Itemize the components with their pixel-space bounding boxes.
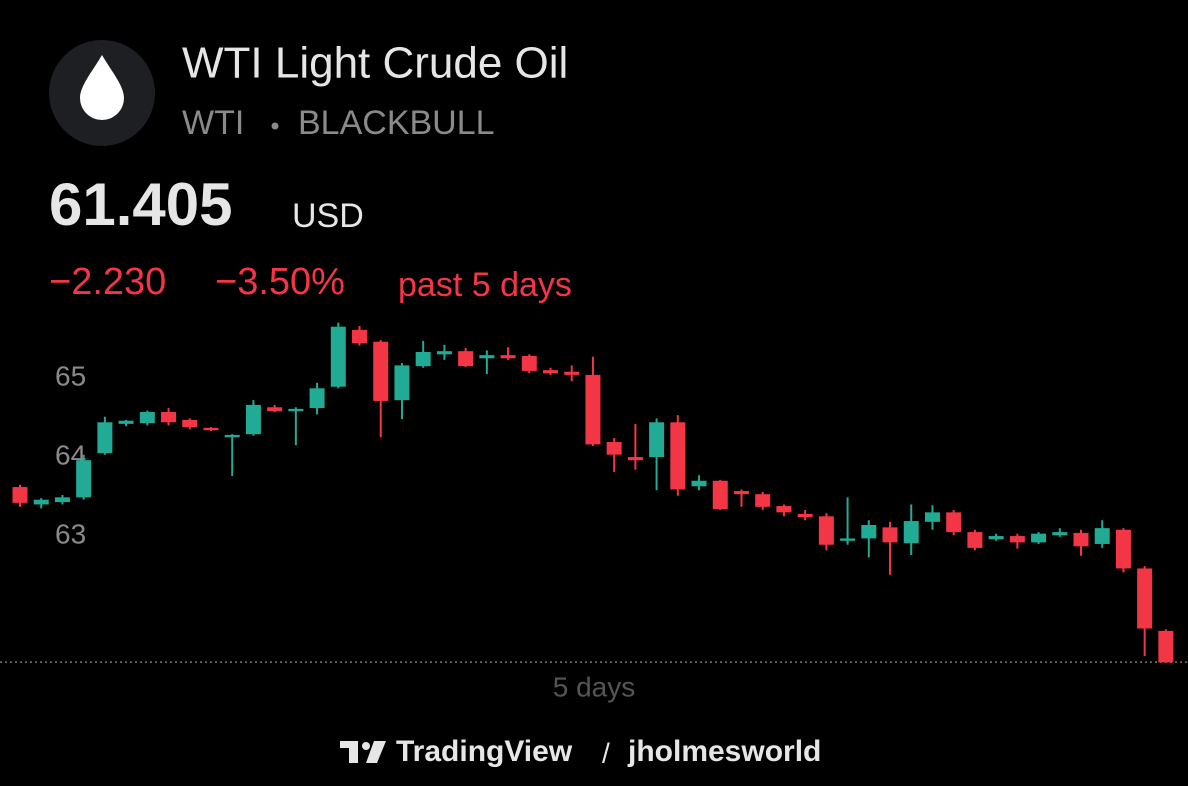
candle-body bbox=[733, 491, 749, 495]
candle-body bbox=[330, 326, 346, 387]
candle-body bbox=[861, 524, 877, 539]
candle-body bbox=[606, 442, 622, 455]
separator: / bbox=[602, 737, 610, 768]
candle-body bbox=[564, 371, 580, 375]
candle-body bbox=[479, 355, 495, 359]
brand: TradingView bbox=[396, 735, 573, 768]
title: WTI Light Crude Oil bbox=[182, 39, 568, 88]
candle-body bbox=[903, 521, 919, 544]
period-text: past 5 days bbox=[398, 266, 572, 304]
candle-body bbox=[521, 355, 537, 371]
candle-body bbox=[882, 527, 898, 543]
drop-icon bbox=[80, 55, 124, 120]
currency: USD bbox=[292, 197, 364, 235]
candle-body bbox=[755, 494, 771, 507]
change-percent: −3.50% bbox=[215, 261, 345, 303]
candle-body bbox=[691, 480, 707, 487]
candle-body bbox=[33, 499, 49, 505]
candle-body bbox=[585, 374, 601, 445]
candle-body bbox=[415, 351, 431, 367]
y-tick-label: 63 bbox=[55, 518, 86, 549]
candle-body bbox=[1115, 529, 1131, 569]
candle-body bbox=[924, 512, 940, 522]
x-label: 5 days bbox=[553, 671, 636, 702]
candle-body bbox=[352, 329, 368, 344]
candle-body bbox=[118, 420, 134, 424]
candle-body bbox=[627, 457, 643, 461]
brand-logo bbox=[340, 741, 386, 763]
symbol: WTI bbox=[182, 104, 244, 142]
candle-body bbox=[203, 427, 219, 431]
candle-body bbox=[288, 408, 304, 412]
y-tick-label: 65 bbox=[55, 360, 86, 391]
logo-part bbox=[349, 741, 358, 763]
candle-body bbox=[54, 497, 70, 503]
price: 61.405 bbox=[49, 171, 233, 238]
candle-body bbox=[97, 422, 113, 454]
exchange: BLACKBULL bbox=[298, 104, 495, 142]
candle-body bbox=[967, 532, 983, 548]
candle-body bbox=[1094, 528, 1110, 544]
logo-part bbox=[366, 741, 386, 763]
candle-body bbox=[394, 365, 410, 401]
candle-body bbox=[224, 434, 240, 438]
candle-body bbox=[245, 404, 261, 435]
dot-separator bbox=[271, 122, 279, 130]
candle-body bbox=[436, 351, 452, 355]
candle-body bbox=[1073, 532, 1089, 547]
candle-body bbox=[1137, 568, 1153, 629]
candle-body bbox=[139, 412, 155, 424]
candle-body bbox=[161, 412, 177, 423]
change: −2.230 bbox=[49, 261, 166, 303]
author: jholmesworld bbox=[627, 735, 821, 768]
candle-body bbox=[1158, 630, 1174, 663]
candle-body bbox=[1009, 536, 1025, 543]
candle-body bbox=[458, 351, 474, 367]
candle-body bbox=[543, 370, 558, 374]
candle-body bbox=[1031, 533, 1047, 543]
candle-body bbox=[1052, 532, 1068, 536]
candle-body bbox=[670, 422, 686, 490]
candle-body bbox=[182, 419, 198, 428]
candle-body bbox=[76, 460, 92, 498]
candle-body bbox=[946, 512, 962, 533]
candle-body bbox=[712, 480, 728, 510]
candle-body bbox=[797, 513, 813, 518]
candle-body bbox=[649, 422, 665, 458]
candle-body bbox=[267, 407, 283, 412]
candle-body bbox=[373, 341, 389, 401]
candle-body bbox=[500, 355, 516, 359]
candle-body bbox=[988, 536, 1004, 540]
candle-body bbox=[776, 506, 792, 513]
candle-body bbox=[840, 538, 856, 541]
logo-part bbox=[362, 742, 370, 750]
candle-body bbox=[818, 516, 834, 545]
candle-body bbox=[12, 487, 28, 503]
candle-body bbox=[309, 388, 325, 409]
